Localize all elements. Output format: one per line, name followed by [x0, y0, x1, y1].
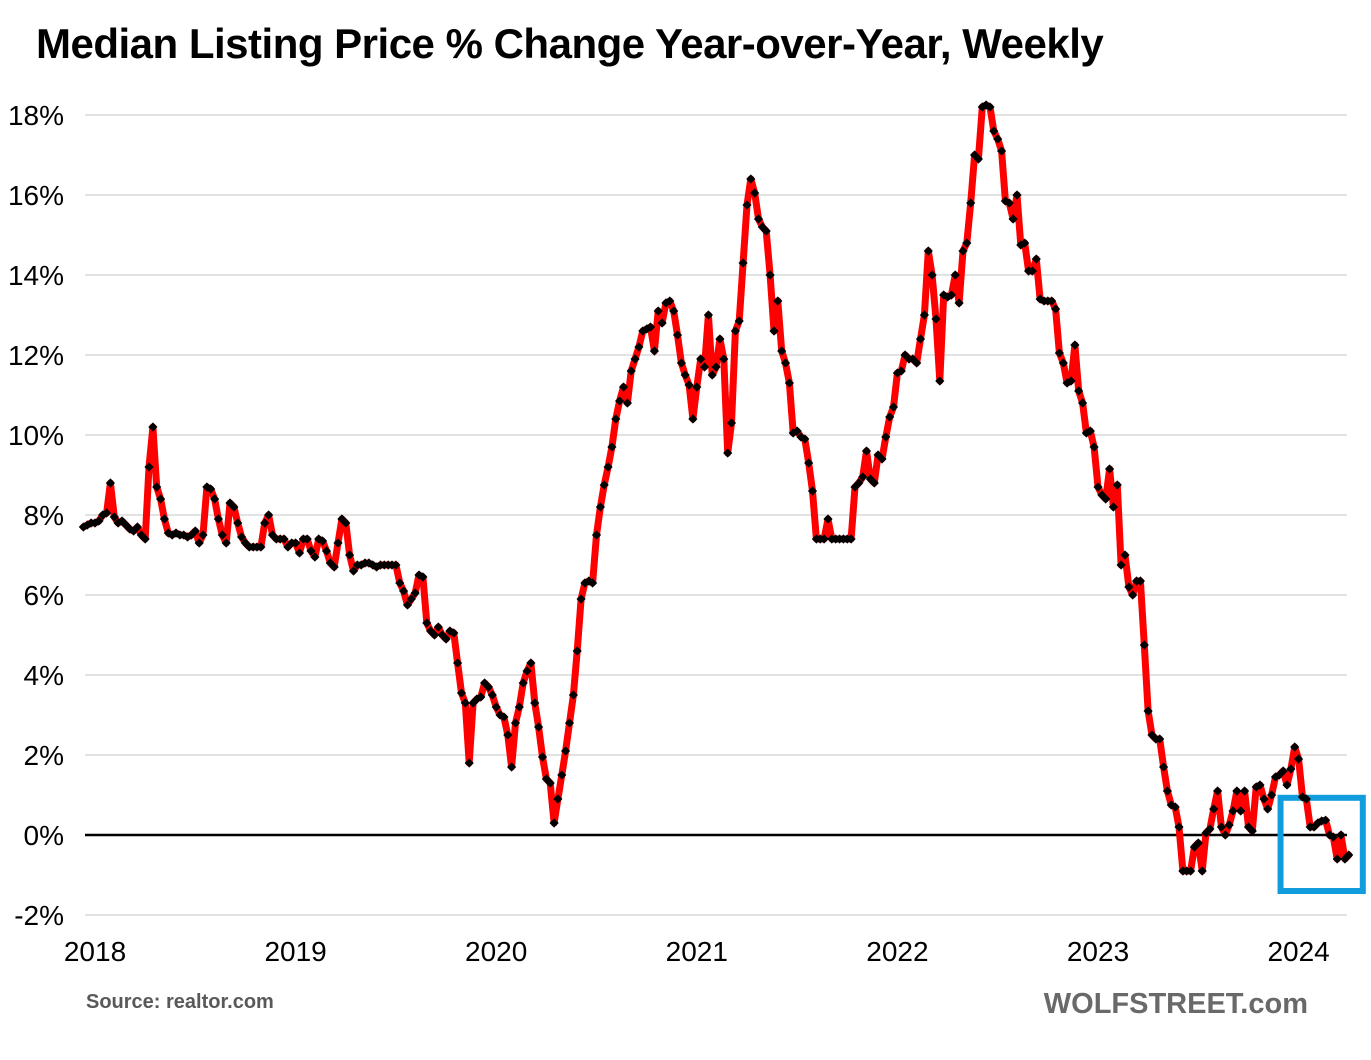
series-line: [79, 101, 1353, 875]
x-axis-label: 2022: [866, 936, 929, 967]
y-axis-label: 0%: [23, 820, 64, 851]
y-axis-label: 2%: [23, 740, 64, 771]
y-axis-label: -2%: [14, 900, 64, 931]
x-axis-label: 2019: [264, 936, 327, 967]
x-axis-label: 2021: [665, 936, 728, 967]
series-markers: [78, 100, 1354, 876]
page-title: Median Listing Price % Change Year-over-…: [36, 20, 1104, 67]
y-axis-label: 4%: [23, 660, 64, 691]
source-note: Source: realtor.com: [86, 991, 274, 1013]
y-axis-label: 14%: [7, 260, 64, 291]
x-axis-label: 2018: [63, 936, 127, 967]
y-axis-label: 12%: [7, 340, 64, 371]
y-axis-label: 16%: [7, 180, 64, 211]
x-axis-label: 2023: [1066, 936, 1130, 967]
y-axis-label: 18%: [7, 100, 64, 131]
y-axis-label: 10%: [7, 420, 64, 451]
watermark: WOLFSTREET.com: [1043, 988, 1308, 1020]
y-axis-label: 8%: [23, 500, 64, 531]
highlight-box: [1277, 794, 1366, 894]
y-axis-label: 6%: [23, 580, 64, 611]
x-axis-label: 2024: [1267, 936, 1330, 967]
x-axis-label: 2020: [465, 936, 528, 967]
